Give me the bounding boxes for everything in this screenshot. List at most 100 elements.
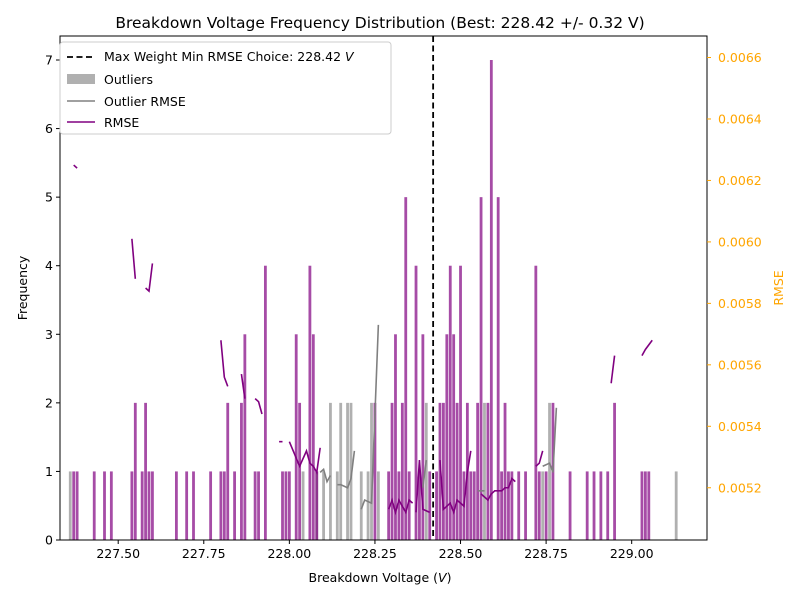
y-tick-label: 1: [45, 464, 53, 479]
outlier-bar: [366, 471, 370, 540]
outlier-bar: [541, 471, 545, 540]
outlier-rmse-line: [360, 324, 380, 510]
frequency-bar: [240, 402, 243, 540]
y-axis-right-ticks: 0.0052 0.0054 0.0056 0.0058 0.0060 0.0062 0.00…: [707, 50, 762, 495]
x-tick-label: 228.25: [353, 546, 397, 561]
outlier-bar: [349, 402, 353, 540]
outlier-bar: [339, 402, 343, 540]
legend-frame: [59, 41, 392, 135]
frequency-bar: [284, 471, 288, 540]
y-tick-label: 2: [45, 395, 53, 410]
x-tick-label: 228.50: [439, 546, 483, 561]
frequency-bar: [226, 402, 230, 540]
rmse-line: [131, 238, 137, 279]
x-tick-label: 229.00: [610, 546, 654, 561]
legend-label-outlier-rmse: Outlier RMSE: [104, 94, 186, 109]
y-tick-label: 3: [45, 327, 53, 342]
frequency-bar: [130, 471, 134, 540]
frequency-bar: [219, 471, 223, 540]
rmse-line: [73, 164, 78, 169]
frequency-bar: [151, 471, 154, 540]
rmse-line: [439, 450, 472, 515]
x-tick-label: 228.75: [524, 546, 568, 561]
frequency-bar: [281, 471, 284, 540]
outlier-bar: [329, 402, 332, 540]
rmse-line: [288, 441, 321, 475]
y-right-tick-label: 0.0066: [718, 50, 762, 65]
rmse-line: [387, 497, 414, 516]
x-tick-label: 228.00: [267, 546, 311, 561]
frequency-bar: [442, 402, 445, 540]
y-right-tick-label: 0.0062: [718, 173, 762, 188]
outlier-rmse-line: [542, 407, 558, 473]
frequency-bar: [133, 402, 137, 540]
frequency-bar: [469, 471, 473, 540]
frequency-bar: [435, 471, 438, 540]
frequency-bar: [510, 471, 514, 540]
y-right-tick-label: 0.0056: [718, 357, 762, 372]
y-right-tick-label: 0.0058: [718, 296, 762, 311]
outlier-bar: [376, 471, 380, 540]
frequency-bar: [500, 471, 504, 540]
y-axis-label: Frequency: [15, 255, 30, 320]
bars-layer: [68, 60, 678, 540]
legend-label-best-voltage: Max Weight Min RMSE Choice: 228.42 V: [104, 49, 355, 64]
frequency-bar: [459, 265, 462, 540]
outlier-rmse-line: [337, 450, 356, 489]
frequency-bar: [452, 334, 456, 540]
frequency-bar: [92, 471, 96, 540]
frequency-bar: [233, 471, 236, 540]
frequency-bar: [592, 471, 596, 540]
outlier-bar: [674, 471, 678, 540]
frequency-bar: [537, 471, 541, 540]
frequency-bar: [257, 471, 260, 540]
frequency-bar: [397, 471, 401, 540]
outlier-bar: [370, 402, 373, 540]
frequency-bar: [185, 471, 189, 540]
frequency-bar: [489, 60, 493, 540]
frequency-bar: [606, 471, 610, 540]
y-axis-right-label: RMSE: [771, 270, 786, 305]
frequency-bar: [503, 402, 507, 540]
frequency-bar: [144, 402, 147, 540]
outlier-bar: [359, 471, 363, 540]
legend: Max Weight Min RMSE Choice: 228.42 V Out…: [59, 41, 392, 135]
frequency-bar: [455, 402, 459, 540]
outlier-rmse-line: [319, 467, 332, 484]
frequency-bar: [643, 471, 647, 540]
y-tick-label: 4: [45, 258, 53, 273]
frequency-bar: [472, 471, 476, 540]
outlier-bar: [483, 402, 486, 540]
frequency-bar: [253, 471, 257, 540]
y-right-tick-label: 0.0054: [718, 419, 762, 434]
y-right-tick-label: 0.0064: [718, 111, 762, 126]
rmse-line: [535, 450, 544, 467]
rmse-line: [254, 398, 263, 415]
x-tick-label: 227.75: [182, 546, 226, 561]
chart-title: Breakdown Voltage Frequency Distribution…: [115, 14, 644, 32]
frequency-bar: [613, 402, 616, 540]
frequency-bar: [394, 334, 397, 540]
frequency-bar: [75, 471, 79, 540]
frequency-bar: [585, 471, 589, 540]
outlier-bar: [346, 402, 349, 540]
frequency-bar: [72, 471, 76, 540]
rmse-line: [480, 477, 516, 502]
frequency-bar: [476, 402, 480, 540]
frequency-bar: [222, 471, 226, 540]
plot-frame: [59, 35, 708, 541]
legend-label-rmse: RMSE: [104, 115, 139, 130]
y-tick-label: 7: [45, 53, 53, 68]
legend-swatch-outliers: [67, 74, 95, 84]
frequency-bar: [479, 197, 483, 540]
outlier-bar: [335, 471, 339, 540]
y-right-tick-label: 0.0052: [718, 480, 762, 495]
outlier-bar: [301, 471, 305, 540]
frequency-bar: [496, 197, 500, 540]
rmse-line: [641, 339, 653, 356]
frequency-bar: [517, 471, 521, 540]
frequency-bar: [428, 471, 432, 540]
frequency-bar: [407, 471, 411, 540]
outlier-rmse-line: [422, 459, 428, 488]
